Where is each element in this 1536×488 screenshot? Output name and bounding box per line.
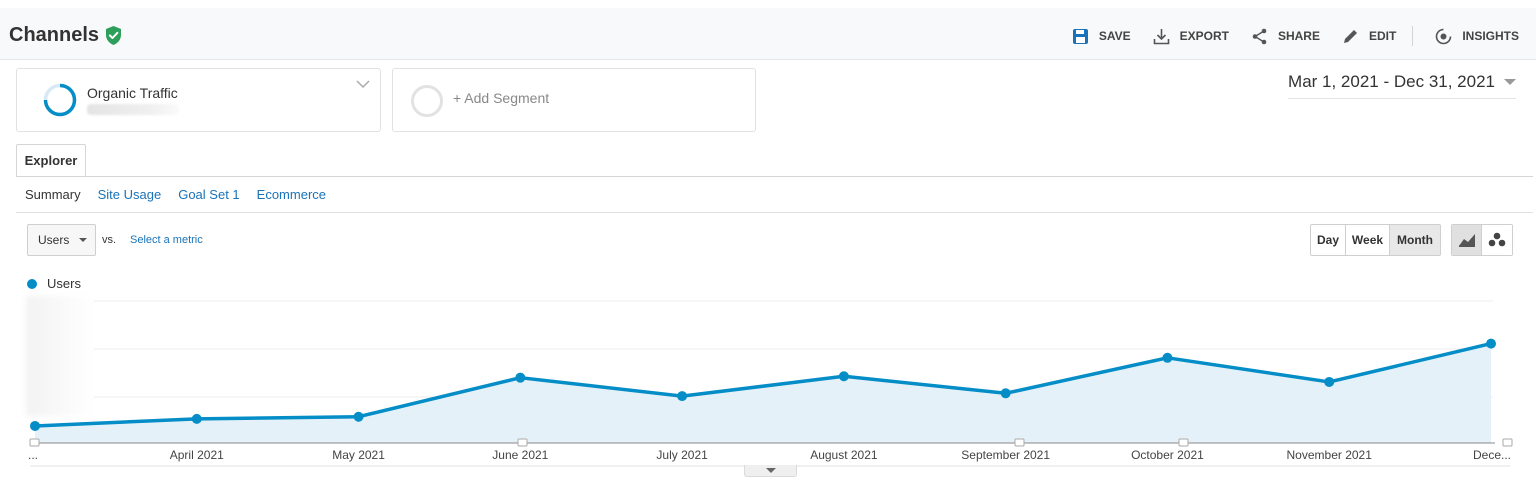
legend-label: Users [47,276,81,291]
add-segment-button[interactable]: + Add Segment [392,68,756,132]
subtab-ecommerce[interactable]: Ecommerce [256,187,327,202]
export-label: EXPORT [1179,29,1229,43]
subtab-goal-set-1[interactable]: Goal Set 1 [178,187,240,202]
edit-button[interactable]: EDIT [1342,28,1396,45]
save-label: SAVE [1098,29,1131,43]
data-point [30,420,40,431]
share-icon [1252,28,1267,44]
x-tick-label: Dece... [1473,448,1511,462]
edit-label: EDIT [1368,29,1397,43]
line-chart-icon [1458,234,1475,247]
select-metric-link[interactable]: Select a metric [130,234,203,246]
tab-divider [16,176,1533,177]
vs-label: vs. [102,234,117,246]
x-tick-label: October 2021 [1131,448,1204,462]
data-point [1000,388,1011,399]
x-tick-label: November 2021 [1287,448,1373,462]
data-point [1324,376,1335,387]
annotation-marker-icon [29,438,40,447]
data-point [353,411,364,422]
subtabs: Summary Site Usage Goal Set 1 Ecommerce [25,187,326,202]
insights-button[interactable]: INSIGHTS [1435,28,1519,45]
subtab-site-usage[interactable]: Site Usage [97,187,162,202]
chart-legend: Users [27,276,81,291]
data-point [191,413,202,424]
y-axis-labels-redacted [26,296,94,416]
caret-down-icon [1504,79,1516,85]
actions-divider [1412,26,1414,46]
metric-select-value: Users [38,233,70,247]
chart-view-toggle [1451,224,1513,256]
edit-icon [1343,29,1357,43]
x-tick-label: June 2021 [492,448,548,462]
insights-icon [1436,28,1452,44]
collapse-chart-button[interactable] [744,465,797,477]
x-tick-label: May 2021 [332,448,385,462]
x-tick-label: September 2021 [961,448,1050,462]
verified-shield-icon [106,26,122,45]
data-point [838,371,849,382]
segment-percentage-redacted [87,104,179,115]
export-icon [1153,28,1169,44]
period-day-button[interactable]: Day [1311,225,1346,255]
annotation-marker-icon [517,438,528,447]
report-actions: SAVE EXPORT SHARE EDIT INSIGHTS [1050,26,1519,46]
segment-organic-traffic[interactable]: Organic Traffic [16,68,381,132]
period-month-button[interactable]: Month [1390,225,1440,255]
bubbles-icon [1488,232,1506,247]
x-tick-label: August 2021 [810,448,878,462]
annotation-marker-icon [1502,438,1513,447]
data-point [1162,352,1173,363]
line-chart-view-button[interactable] [1452,225,1482,255]
annotation-marker-icon [1178,438,1189,447]
x-tick-label: July 2021 [656,448,708,462]
page-title-text: Channels [9,24,100,46]
series-line-users [34,341,1492,428]
data-point [1486,338,1496,349]
period-toggle: Day Week Month [1310,224,1441,256]
caret-down-icon [79,238,88,242]
users-line-chart: ... April 2021 May 2021 June 2021 July 2021 A… [28,300,1513,467]
subtab-summary[interactable]: Summary [25,187,81,202]
date-range-value: Mar 1, 2021 - Dec 31, 2021 [1288,72,1495,91]
save-button[interactable]: SAVE [1072,28,1131,45]
save-icon [1072,28,1088,44]
insights-label: INSIGHTS [1462,29,1519,43]
caret-down-icon [765,468,776,473]
share-label: SHARE [1277,29,1320,43]
report-header: Channels SAVE EXPORT SHARE EDIT INSIGHTS [0,8,1536,60]
share-button[interactable]: SHARE [1251,28,1320,45]
add-segment-label: + Add Segment [453,90,550,106]
metric-select[interactable]: Users [27,224,96,256]
period-week-button[interactable]: Week [1346,225,1390,255]
tab-explorer[interactable]: Explorer [16,144,86,177]
date-range-picker[interactable]: Mar 1, 2021 - Dec 31, 2021 [1288,72,1516,99]
segment-name: Organic Traffic [87,85,178,101]
annotation-marker-icon [1014,438,1025,447]
segment-ring-icon [43,83,77,117]
series-area-users [35,343,1491,443]
motion-chart-view-button[interactable] [1482,225,1512,255]
legend-dot-users [27,278,37,289]
subtab-divider [16,212,1533,213]
x-tick-label: April 2021 [170,448,224,462]
export-button[interactable]: EXPORT [1153,28,1229,45]
page-title: Channels [9,24,122,47]
data-point [677,391,688,402]
chevron-down-icon[interactable] [356,79,370,89]
data-point [515,372,526,383]
add-segment-ring-icon [411,85,443,117]
x-tick-label: ... [28,448,38,462]
